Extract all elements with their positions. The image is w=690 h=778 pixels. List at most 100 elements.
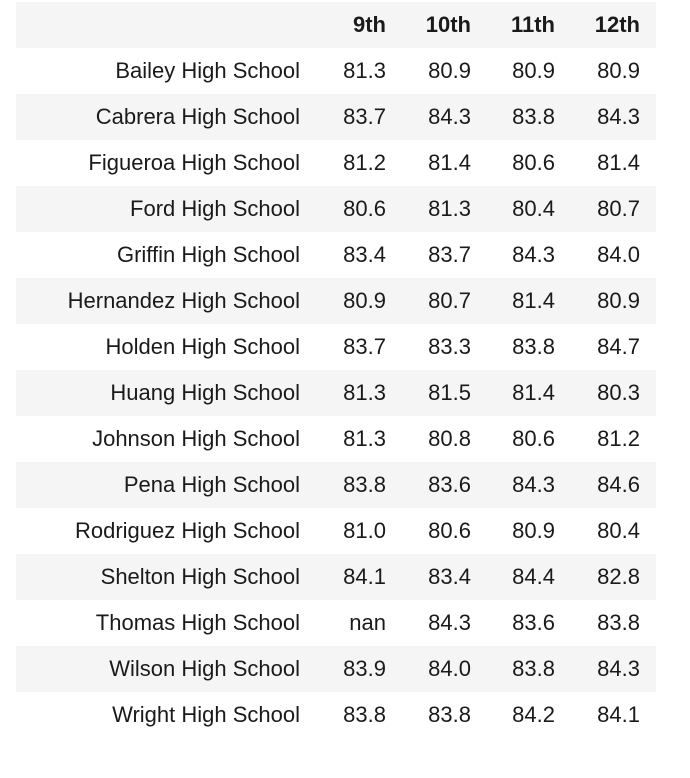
row-label-school: Pena High School: [16, 462, 316, 508]
table-row: Pena High School 83.8 83.6 84.3 84.6: [16, 462, 656, 508]
cell-12th-score: 84.7: [571, 324, 656, 370]
row-label-school: Bailey High School: [16, 48, 316, 94]
cell-11th-score: 80.9: [487, 508, 571, 554]
cell-10th-score: 84.0: [402, 646, 487, 692]
cell-11th-score: 83.6: [487, 600, 571, 646]
row-label-school: Griffin High School: [16, 232, 316, 278]
cell-11th-score: 81.4: [487, 278, 571, 324]
table-row: Johnson High School 81.3 80.8 80.6 81.2: [16, 416, 656, 462]
table-row: Holden High School 83.7 83.3 83.8 84.7: [16, 324, 656, 370]
cell-11th-score: 80.6: [487, 140, 571, 186]
cell-12th-score: 80.3: [571, 370, 656, 416]
table-body: Bailey High School 81.3 80.9 80.9 80.9 Cabrer…: [16, 48, 656, 738]
cell-9th-score: 81.0: [316, 508, 402, 554]
table-row: Cabrera High School 83.7 84.3 83.8 84.3: [16, 94, 656, 140]
column-header-12th: 12th: [571, 2, 656, 48]
cell-10th-score: 81.5: [402, 370, 487, 416]
cell-12th-score: 84.3: [571, 94, 656, 140]
cell-9th-score: 80.6: [316, 186, 402, 232]
cell-11th-score: 84.4: [487, 554, 571, 600]
cell-10th-score: 80.6: [402, 508, 487, 554]
row-label-school: Johnson High School: [16, 416, 316, 462]
column-header-11th: 11th: [487, 2, 571, 48]
cell-9th-score: 84.1: [316, 554, 402, 600]
column-header-10th: 10th: [402, 2, 487, 48]
table-row: Wilson High School 83.9 84.0 83.8 84.3: [16, 646, 656, 692]
row-label-school: Hernandez High School: [16, 278, 316, 324]
cell-11th-score: 83.8: [487, 94, 571, 140]
cell-10th-score: 83.7: [402, 232, 487, 278]
cell-10th-score: 81.3: [402, 186, 487, 232]
table-header: 9th 10th 11th 12th: [16, 2, 656, 48]
cell-10th-score: 84.3: [402, 94, 487, 140]
cell-11th-score: 80.6: [487, 416, 571, 462]
cell-12th-score: 80.4: [571, 508, 656, 554]
column-header-9th: 9th: [316, 2, 402, 48]
dataframe-table: 9th 10th 11th 12th Bailey High School 81.…: [16, 2, 656, 738]
cell-12th-score: 84.3: [571, 646, 656, 692]
cell-9th-score: 81.3: [316, 48, 402, 94]
table-row: Rodriguez High School 81.0 80.6 80.9 80.4: [16, 508, 656, 554]
cell-12th-score: 80.9: [571, 278, 656, 324]
cell-12th-score: 84.0: [571, 232, 656, 278]
cell-11th-score: 80.4: [487, 186, 571, 232]
cell-11th-score: 80.9: [487, 48, 571, 94]
cell-11th-score: 83.8: [487, 646, 571, 692]
table-row: Griffin High School 83.4 83.7 84.3 84.0: [16, 232, 656, 278]
cell-9th-score: 83.8: [316, 692, 402, 738]
cell-12th-score: 84.1: [571, 692, 656, 738]
cell-11th-score: 83.8: [487, 324, 571, 370]
row-label-school: Shelton High School: [16, 554, 316, 600]
cell-10th-score: 81.4: [402, 140, 487, 186]
cell-12th-score: 80.9: [571, 48, 656, 94]
table-row: Figueroa High School 81.2 81.4 80.6 81.4: [16, 140, 656, 186]
cell-10th-score: 80.7: [402, 278, 487, 324]
row-label-school: Thomas High School: [16, 600, 316, 646]
table-row: Thomas High School nan 84.3 83.6 83.8: [16, 600, 656, 646]
cell-12th-score: 81.2: [571, 416, 656, 462]
cell-9th-score: nan: [316, 600, 402, 646]
cell-9th-score: 83.7: [316, 324, 402, 370]
table-row: Wright High School 83.8 83.8 84.2 84.1: [16, 692, 656, 738]
cell-12th-score: 81.4: [571, 140, 656, 186]
cell-12th-score: 84.6: [571, 462, 656, 508]
cell-12th-score: 83.8: [571, 600, 656, 646]
cell-10th-score: 83.4: [402, 554, 487, 600]
index-header: [16, 2, 316, 48]
cell-9th-score: 81.3: [316, 416, 402, 462]
table-row: Ford High School 80.6 81.3 80.4 80.7: [16, 186, 656, 232]
table-row: Bailey High School 81.3 80.9 80.9 80.9: [16, 48, 656, 94]
cell-10th-score: 83.6: [402, 462, 487, 508]
cell-10th-score: 84.3: [402, 600, 487, 646]
header-row: 9th 10th 11th 12th: [16, 2, 656, 48]
cell-10th-score: 83.3: [402, 324, 487, 370]
cell-9th-score: 80.9: [316, 278, 402, 324]
table-row: Huang High School 81.3 81.5 81.4 80.3: [16, 370, 656, 416]
cell-10th-score: 80.9: [402, 48, 487, 94]
cell-10th-score: 80.8: [402, 416, 487, 462]
row-label-school: Wright High School: [16, 692, 316, 738]
row-label-school: Rodriguez High School: [16, 508, 316, 554]
row-label-school: Huang High School: [16, 370, 316, 416]
cell-9th-score: 83.8: [316, 462, 402, 508]
row-label-school: Wilson High School: [16, 646, 316, 692]
row-label-school: Ford High School: [16, 186, 316, 232]
cell-9th-score: 81.3: [316, 370, 402, 416]
cell-11th-score: 84.3: [487, 232, 571, 278]
table-row: Shelton High School 84.1 83.4 84.4 82.8: [16, 554, 656, 600]
cell-9th-score: 83.7: [316, 94, 402, 140]
cell-11th-score: 81.4: [487, 370, 571, 416]
cell-10th-score: 83.8: [402, 692, 487, 738]
cell-9th-score: 83.9: [316, 646, 402, 692]
row-label-school: Cabrera High School: [16, 94, 316, 140]
row-label-school: Holden High School: [16, 324, 316, 370]
cell-12th-score: 82.8: [571, 554, 656, 600]
table-row: Hernandez High School 80.9 80.7 81.4 80.9: [16, 278, 656, 324]
cell-9th-score: 83.4: [316, 232, 402, 278]
cell-11th-score: 84.3: [487, 462, 571, 508]
cell-9th-score: 81.2: [316, 140, 402, 186]
cell-12th-score: 80.7: [571, 186, 656, 232]
row-label-school: Figueroa High School: [16, 140, 316, 186]
cell-11th-score: 84.2: [487, 692, 571, 738]
